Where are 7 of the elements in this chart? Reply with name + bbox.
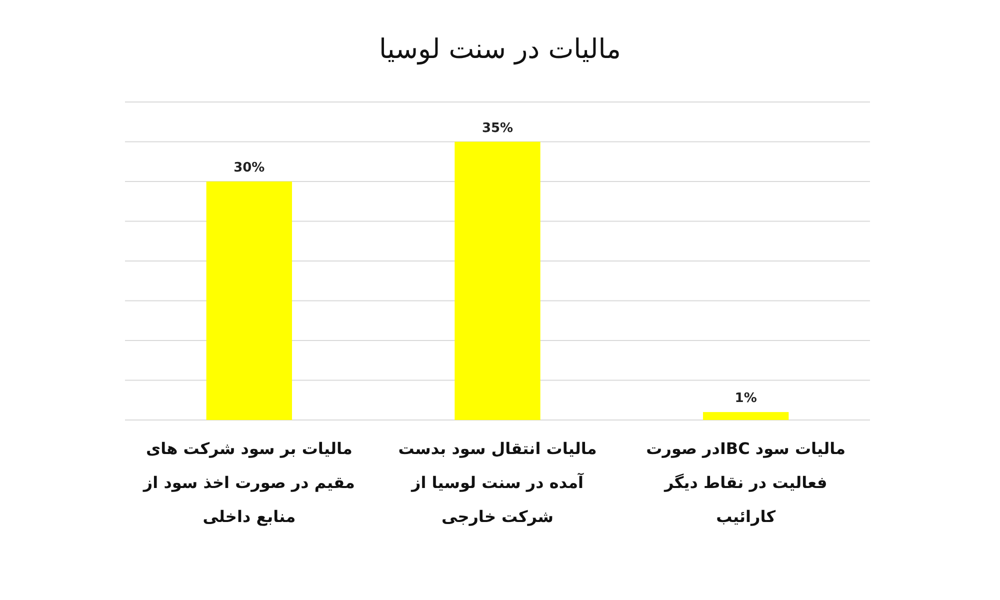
data-label: 30%	[234, 160, 265, 176]
x-tick-label: مالیات انتقال سود بدست آمده در سنت لوسیا از شرکت خارجی	[397, 438, 598, 528]
x-tick-label: مالیات بر سود شرکت های مقیم در صورت اخذ سود از منابع داخلی	[142, 438, 356, 528]
chart-title: مالیات در سنت لوسیا	[378, 34, 622, 65]
data-label: 1%	[734, 391, 757, 406]
x-tick-label: مالیات سود IBCدر صورت فعالیت در نقاط دیگر کارائیب	[645, 438, 846, 528]
data-label: 35%	[482, 120, 514, 136]
